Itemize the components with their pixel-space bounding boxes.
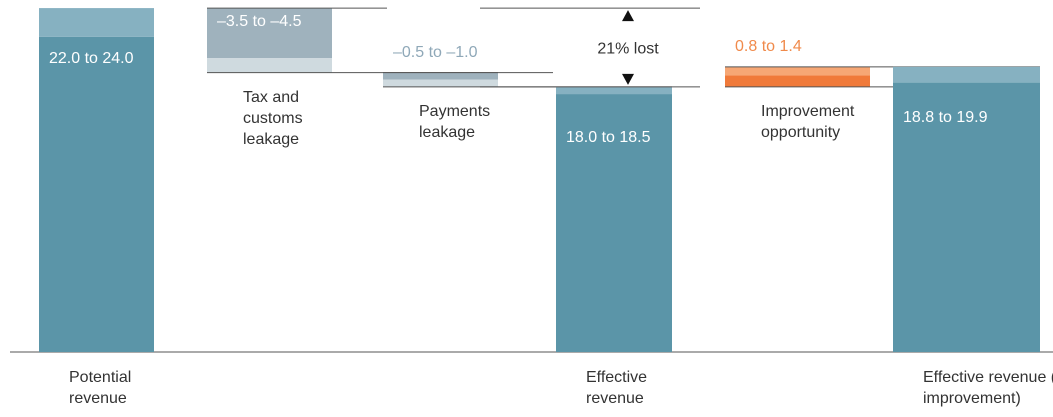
value-label: 0.8 to 1.4 (735, 37, 802, 55)
value-label: 18.8 to 19.9 (903, 108, 988, 126)
bar-high (383, 79, 498, 87)
annotation: 21% lost (597, 40, 659, 57)
category-label: Potential revenue (69, 369, 132, 407)
bar-high (556, 86, 672, 95)
bar-high (39, 8, 154, 37)
bar-low (725, 75, 870, 87)
arrow-down (622, 73, 634, 85)
category-label: Effective revenue (586, 369, 648, 407)
bar-high (725, 66, 870, 76)
category-label: Tax and customs leakage (243, 88, 303, 148)
bar-low (893, 82, 1040, 352)
category-label: Effective revenue (after improvement) (923, 369, 1053, 407)
category-label: Payments leakage (419, 102, 491, 141)
bar-high (893, 66, 1040, 83)
value-label: 22.0 to 24.0 (49, 50, 134, 68)
value-label: –3.5 to –4.5 (217, 13, 302, 31)
category-label: Improvement opportunity (761, 102, 855, 141)
value-label: –0.5 to –1.0 (393, 43, 478, 61)
arrow-up (622, 10, 634, 22)
bar-low (207, 8, 332, 59)
bar-low (383, 72, 498, 80)
value-label: 18.0 to 18.5 (566, 128, 651, 146)
bar-low (39, 36, 154, 353)
bar-high (207, 58, 332, 73)
bar-low (556, 94, 672, 352)
